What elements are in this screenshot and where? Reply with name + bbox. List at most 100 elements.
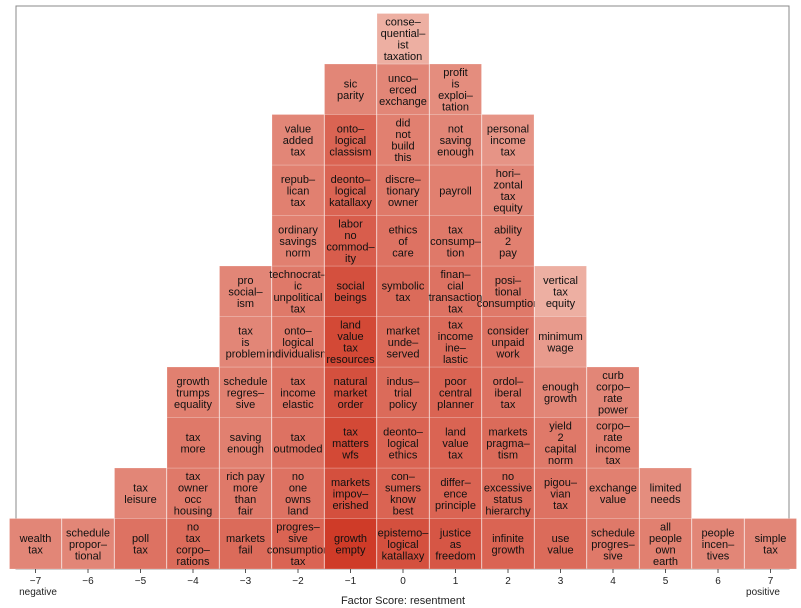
cell-rect xyxy=(166,417,220,469)
cell-label-line: exchange xyxy=(589,483,637,495)
cell-label-line: payroll xyxy=(439,185,471,197)
cell-label-line: onto– xyxy=(337,123,365,135)
cell-label-line: 2 xyxy=(557,432,563,444)
cell-label-line: market xyxy=(386,325,420,337)
cell-label-line: tax xyxy=(291,556,306,568)
cell-label-line: ordinary xyxy=(278,224,318,236)
cell-label-line: enough xyxy=(542,382,579,394)
cell-label-line: deonto– xyxy=(383,426,424,438)
cell-label-line: order xyxy=(338,399,364,411)
cell-label-line: markets xyxy=(226,533,266,545)
cell-label-line: posi– xyxy=(495,275,522,287)
cell-label-line: know xyxy=(390,494,416,506)
cell-label-line: outmoded xyxy=(274,444,323,456)
cell-rect xyxy=(324,114,377,166)
cell-label-line: savings xyxy=(279,236,317,248)
cell-label-line: served xyxy=(386,348,419,360)
cell-rect xyxy=(639,518,692,570)
cell-label-line: epistemo– xyxy=(378,527,430,539)
cell-label-line: not xyxy=(395,129,410,141)
cell-label-line: saving xyxy=(230,432,262,444)
cell-rect xyxy=(376,13,430,65)
cell-rect xyxy=(324,518,377,570)
cell-label-line: discre– xyxy=(385,174,421,186)
cell-rect xyxy=(219,467,272,519)
cell-rect xyxy=(376,316,430,368)
cell-label-line: hori– xyxy=(496,168,521,180)
cell-rect xyxy=(324,265,377,317)
cell-label-line: care xyxy=(392,247,413,259)
cell-label-line: income xyxy=(490,135,525,147)
cell-label-line: tional xyxy=(495,286,521,298)
cell-label-line: trumps xyxy=(176,387,210,399)
cell-label-line: tax xyxy=(501,399,516,411)
cell-label-line: sive xyxy=(236,399,256,411)
cell-rect xyxy=(691,518,745,570)
cell-rect xyxy=(586,417,640,469)
cell-rect xyxy=(429,63,482,115)
cell-label-line: progres– xyxy=(591,539,635,551)
cell-label-line: income xyxy=(280,387,315,399)
cell-label-line: impov– xyxy=(333,488,369,500)
cell-label-line: fair xyxy=(238,506,254,518)
cell-rect xyxy=(586,518,640,570)
cell-label-line: technocrat– xyxy=(269,269,327,281)
cell-label-line: ism xyxy=(237,298,254,310)
cell-rect xyxy=(481,467,535,519)
cell-label-line: excessive xyxy=(484,483,532,495)
cell-label-line: unco– xyxy=(388,73,419,85)
x-tick-label: 3 xyxy=(558,576,564,587)
cell-label-line: tation xyxy=(442,102,469,114)
cell-label-line: lastic xyxy=(443,354,469,366)
cell-rect xyxy=(429,164,482,216)
cell-label-line: tax xyxy=(501,146,516,158)
cell-label-line: value xyxy=(337,331,363,343)
cell-label-line: sic xyxy=(344,79,358,91)
cell-label-line: owner xyxy=(388,197,418,209)
cell-label-line: norm xyxy=(548,455,573,467)
cell-label-line: sumers xyxy=(385,483,422,495)
cell-rect xyxy=(586,366,640,418)
cell-label-line: equity xyxy=(546,298,576,310)
cell-label-line: best xyxy=(393,506,414,518)
cell-label-line: rations xyxy=(176,556,210,568)
cell-label-line: taxation xyxy=(384,51,423,63)
x-tick-label: −1 xyxy=(345,576,357,587)
cell-label-line: did xyxy=(396,118,411,130)
cell-label-line: tax xyxy=(448,224,463,236)
cell-label-line: erced xyxy=(389,84,417,96)
cell-label-line: power xyxy=(598,405,628,417)
cell-label-line: ence xyxy=(444,488,468,500)
cell-label-line: schedule xyxy=(223,376,267,388)
cell-rect xyxy=(271,114,325,166)
cell-label-line: planner xyxy=(437,399,474,411)
x-tick-label: −7 xyxy=(30,576,42,587)
cell-label-line: labor xyxy=(338,219,363,231)
cell-label-line: as xyxy=(450,539,462,551)
cell-label-line: growth xyxy=(491,545,524,557)
cell-label-line: wfs xyxy=(341,449,359,461)
cell-label-line: lican xyxy=(287,185,310,197)
cell-label-line: classism xyxy=(329,146,371,158)
cell-label-line: norm xyxy=(285,247,310,259)
cell-label-line: equity xyxy=(493,203,523,215)
cell-label-line: pragma– xyxy=(486,438,530,450)
cell-label-line: unde– xyxy=(388,337,419,349)
cell-label-line: no xyxy=(187,522,199,534)
